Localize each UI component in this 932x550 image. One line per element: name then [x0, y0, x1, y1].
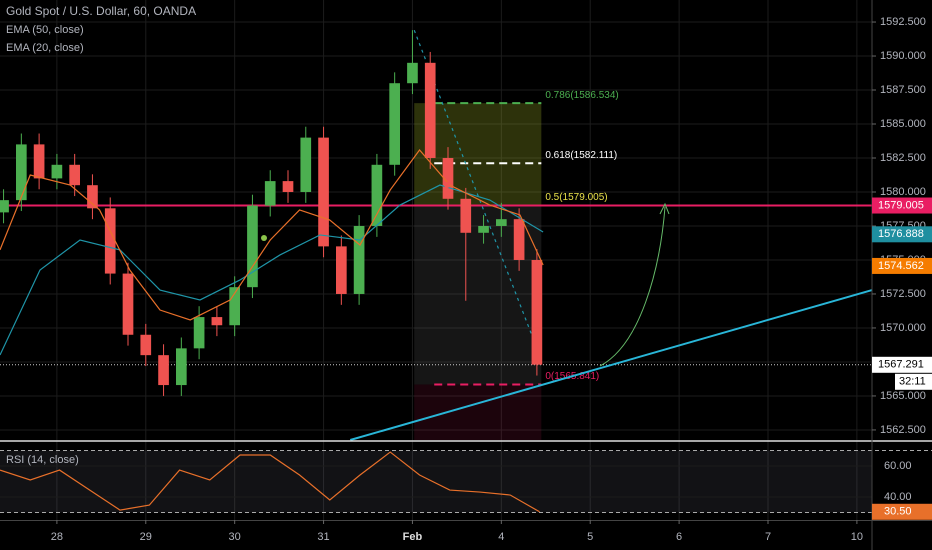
- candle-body: [264, 181, 276, 206]
- price-label-box: [872, 257, 932, 274]
- countdown: 32:11: [899, 376, 926, 388]
- y-tick-label: 1585.000: [880, 118, 926, 130]
- price-label: 1579.005: [878, 199, 924, 211]
- candle-body: [442, 157, 454, 199]
- rsi-tick-label: 60.00: [884, 460, 912, 472]
- fib-label: 0.786(1586.534): [545, 90, 618, 101]
- candle-body: [531, 259, 543, 365]
- candle-body: [193, 317, 205, 349]
- rsi-tick-label: 40.00: [884, 491, 912, 503]
- price-label-box: [872, 197, 932, 214]
- candle-body: [424, 62, 436, 158]
- y-tick-label: 1587.500: [880, 84, 926, 96]
- x-tick-label: 29: [140, 531, 152, 543]
- ema-line: [0, 184, 544, 356]
- price-label: 1576.888: [878, 228, 924, 240]
- candle-body: [336, 246, 347, 294]
- candle-body: [69, 164, 80, 186]
- candle-body: [353, 225, 365, 294]
- candle-body: [371, 164, 383, 226]
- x-tick-label: 7: [765, 531, 771, 543]
- grid: [0, 0, 932, 520]
- rsi-last-box: [872, 503, 932, 520]
- ema-line: [0, 149, 544, 321]
- y-tick-label: 1590.000: [880, 50, 926, 62]
- candle-body: [104, 208, 116, 274]
- signal-dot: [261, 235, 267, 241]
- fib-label: 0.618(1582.111): [545, 150, 617, 161]
- candle-body: [496, 219, 507, 226]
- fib-zone: [414, 384, 542, 440]
- signal-dot: [444, 182, 450, 188]
- y-tick-label: 1592.500: [880, 16, 926, 28]
- x-tick-label: 4: [498, 531, 504, 543]
- price-label-box: [872, 356, 932, 373]
- y-tick-label: 1570.000: [880, 322, 926, 334]
- candle-body: [0, 200, 9, 213]
- x-tick-label: 5: [587, 531, 593, 543]
- x-tick-label: 10: [851, 531, 863, 543]
- candle-body: [158, 355, 169, 386]
- plot: [0, 29, 873, 513]
- x-tick-label: 6: [676, 531, 682, 543]
- candle-body: [282, 181, 294, 192]
- candle-body: [87, 185, 98, 209]
- chart-title: Gold Spot / U.S. Dollar, 60, OANDA: [6, 4, 196, 18]
- candle-body: [211, 317, 223, 326]
- y-tick-label: 1562.500: [880, 424, 926, 436]
- legend-entry: EMA (50, close): [6, 24, 84, 36]
- x-tick-label: Feb: [403, 531, 423, 543]
- rsi-line: [0, 451, 540, 513]
- x-tick-label: 28: [51, 531, 63, 543]
- x-tick-label: 30: [229, 531, 241, 543]
- y-tick-label: 1565.000: [880, 390, 926, 402]
- candle-body: [513, 219, 525, 260]
- legend-entry: EMA (20, close): [6, 42, 84, 54]
- candle-body: [407, 62, 418, 84]
- y-tick-label: 1572.500: [880, 288, 926, 300]
- y-tick-label: 1582.500: [880, 152, 926, 164]
- candle-body: [229, 287, 240, 326]
- candle-body: [300, 137, 312, 192]
- candle-body: [318, 137, 329, 247]
- candle-body: [51, 164, 63, 179]
- price-label: 1567.291: [878, 359, 924, 371]
- candle-body: [247, 205, 258, 288]
- candle-body: [478, 225, 489, 233]
- y-tick-label: 1580.000: [880, 186, 926, 198]
- price-label-box: [872, 226, 932, 243]
- price-label: 1574.562: [878, 260, 924, 272]
- fib-label: 0.5(1579.005): [545, 192, 607, 203]
- countdown-box: [895, 373, 932, 390]
- trendline: [349, 289, 873, 441]
- rsi-title: RSI (14, close): [6, 454, 79, 466]
- candle-body: [16, 144, 27, 201]
- x-tick-label: 31: [317, 531, 329, 543]
- rsi-band: [0, 450, 872, 513]
- rsi-last-label: 30.50: [884, 506, 912, 518]
- candle-body: [460, 198, 472, 233]
- candle-body: [176, 348, 187, 386]
- candle-body: [389, 83, 400, 165]
- candle-body: [122, 273, 134, 335]
- candle-body: [140, 334, 152, 356]
- projection-curve: [599, 206, 666, 367]
- projection-arrowhead: [659, 202, 670, 215]
- candle-body: [33, 144, 45, 179]
